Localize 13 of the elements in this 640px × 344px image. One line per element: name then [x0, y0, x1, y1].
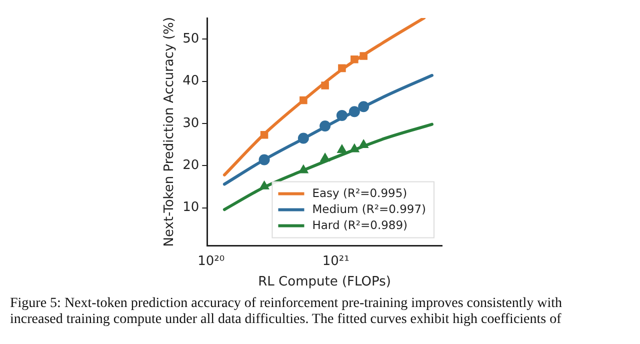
legend-label: Medium (R²=0.997) — [312, 202, 426, 216]
y-tick-label: 50 — [182, 31, 200, 46]
caption: Figure 5: Next-token prediction accuracy of reinforcement pre-training improves consistently with increased training compute under all data difficulties. The fitted curves exhibit high coefficients of — [10, 296, 564, 328]
x-tick-label: 10²¹ — [322, 254, 350, 269]
x-tick-label: 10²⁰ — [198, 254, 225, 269]
y-tick-label: 10 — [182, 200, 200, 216]
y-tick-label: 30 — [182, 116, 200, 131]
legend-label: Easy (R²=0.995) — [312, 186, 408, 200]
x-axis-title: RL Compute (FLOPs) — [258, 274, 391, 290]
y-tick-label: 40 — [182, 74, 200, 89]
y-tick-label: 20 — [182, 158, 200, 174]
y-axis-title: Next-Token Prediction Accuracy (%) — [162, 17, 178, 247]
legend-label: Hard (R²=0.989) — [312, 218, 408, 232]
